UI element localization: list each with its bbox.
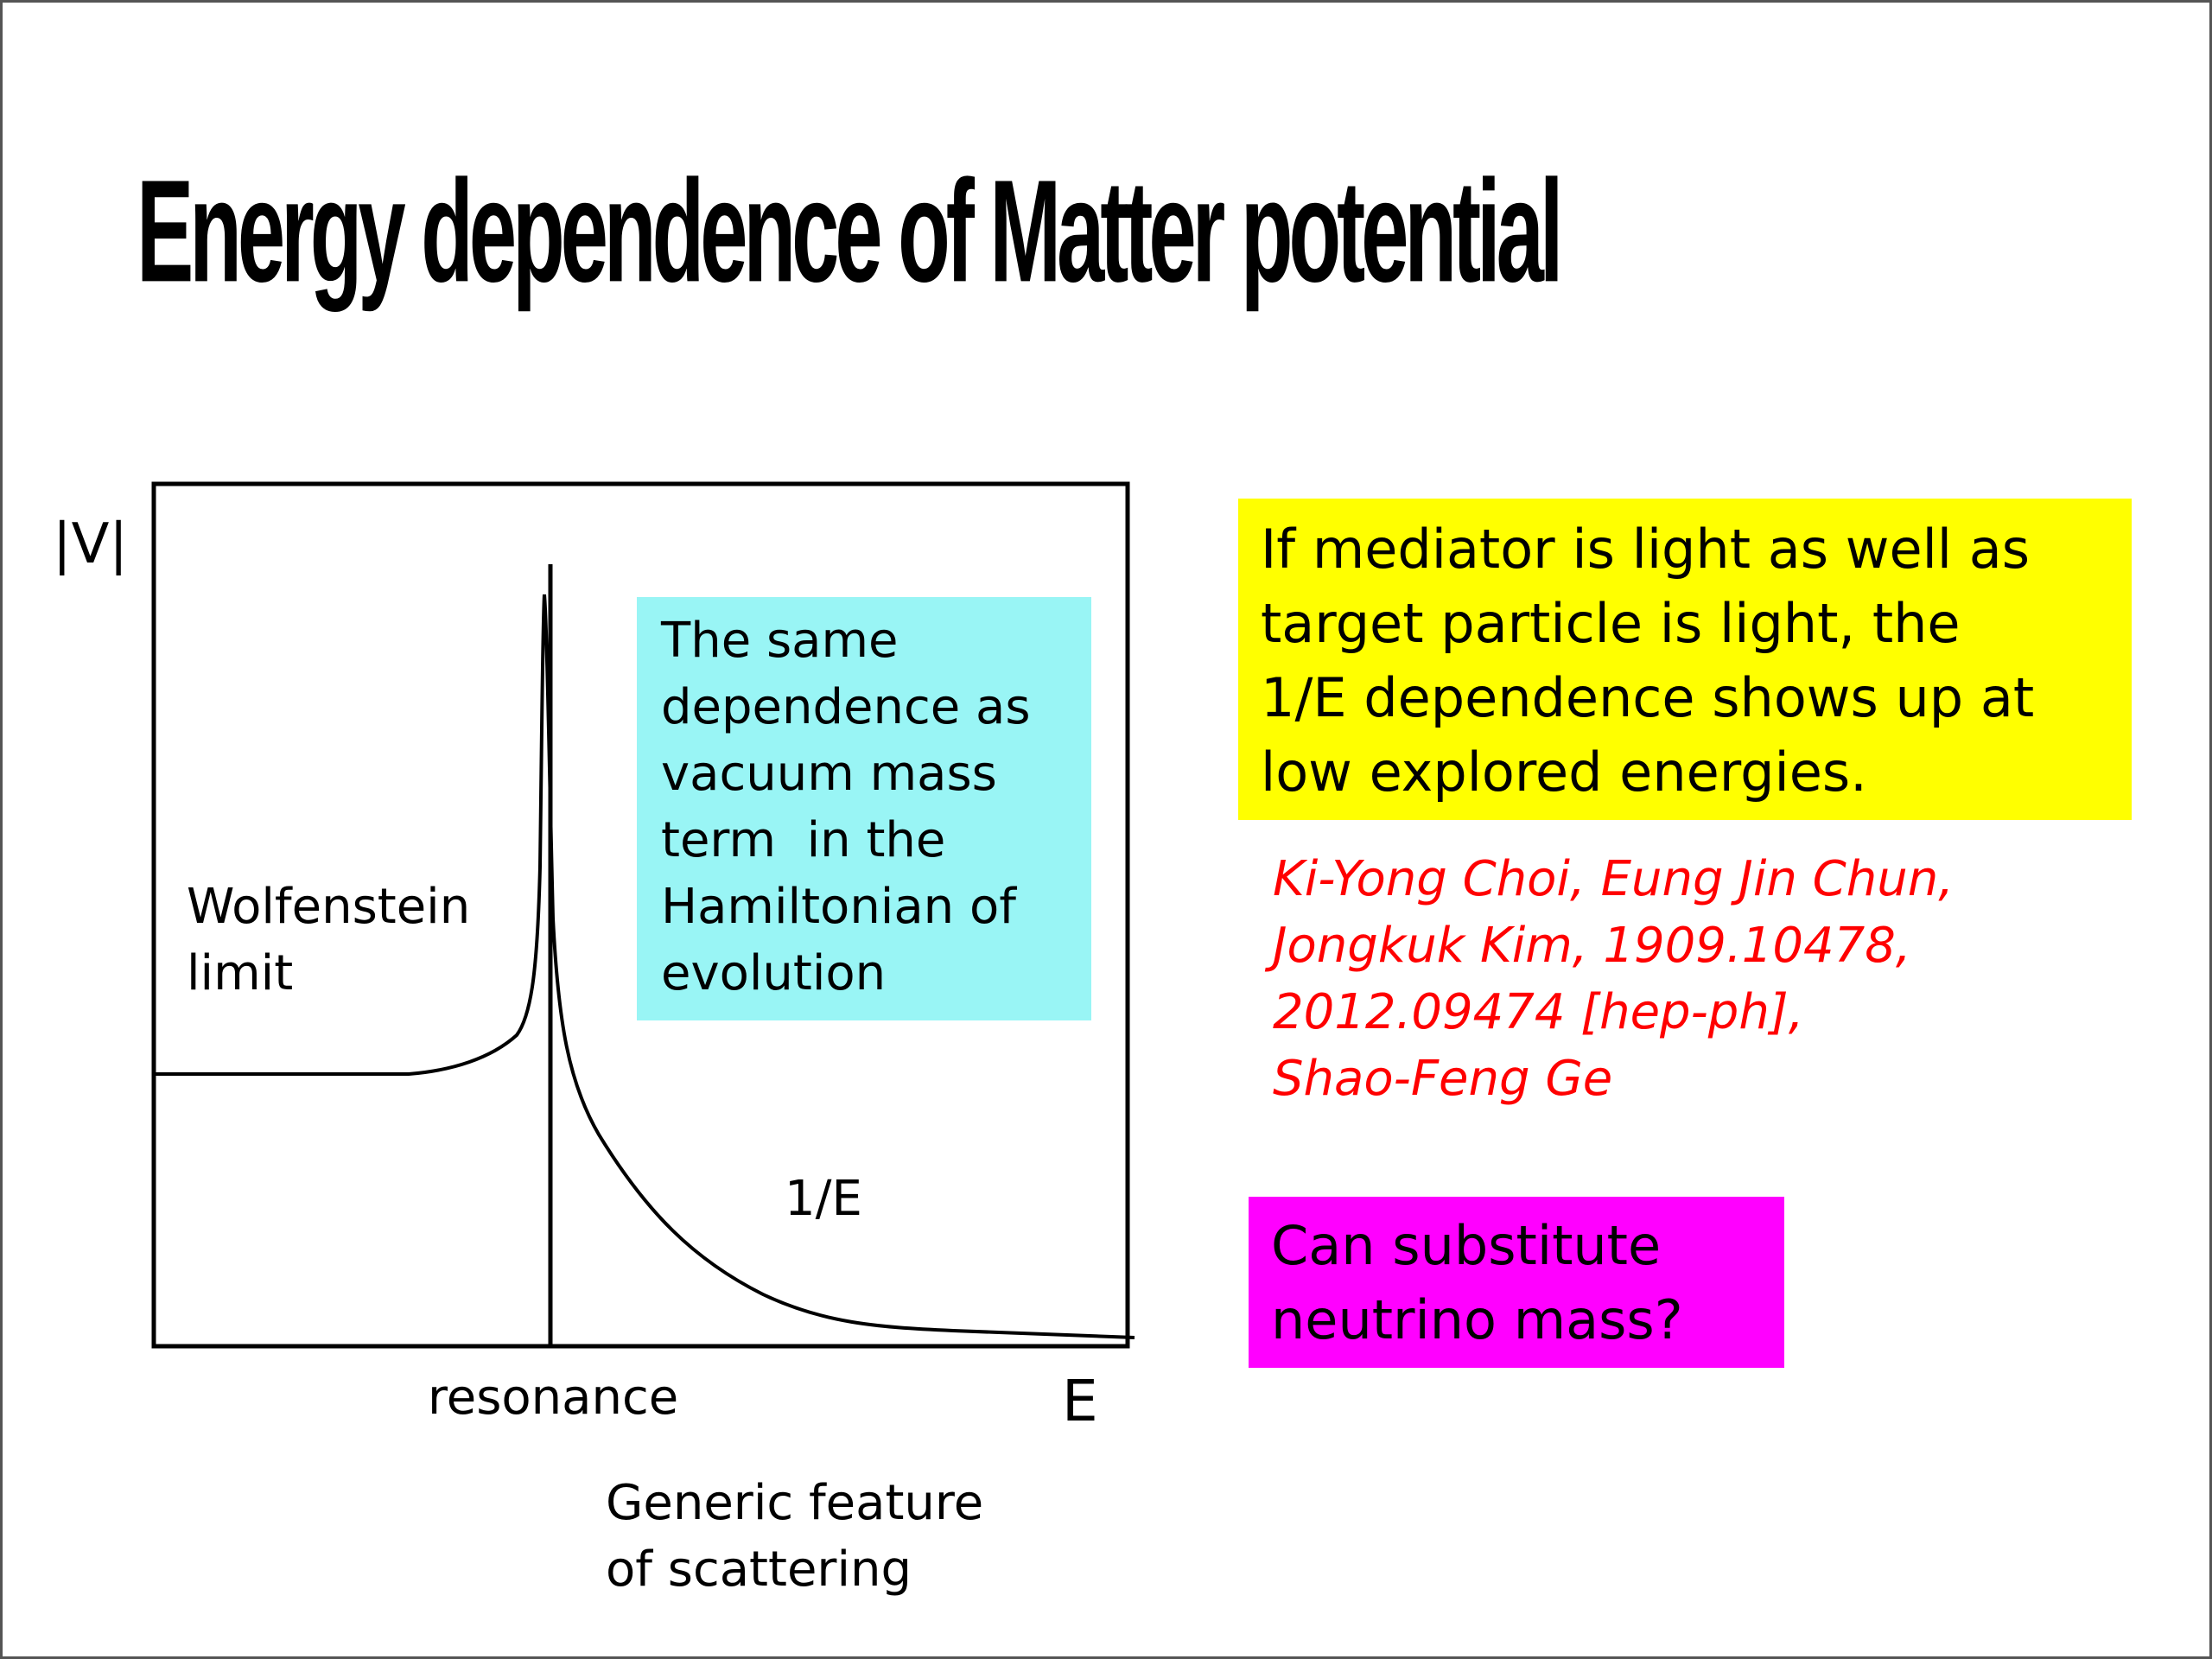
citation-line: 2012.09474 [hep-ph], — [1273, 984, 1804, 1040]
note-line: 1/E dependence shows up at — [1261, 666, 2035, 729]
note-line: neutrino mass? — [1271, 1288, 1683, 1351]
plot-frame — [151, 481, 1130, 1349]
vacuum-mass-note: The same dependence as vacuum mass term … — [637, 597, 1091, 1020]
citation-line: Shao-Feng Ge — [1273, 1051, 1613, 1107]
wolfenstein-label-line: limit — [187, 945, 294, 1001]
wolfenstein-label: Wolfenstein limit — [187, 874, 470, 1007]
potential-curve — [154, 594, 1135, 1339]
note-line: term in the — [661, 812, 946, 868]
note-line: target particle is light, the — [1261, 592, 1961, 655]
note-line: Hamiltonian of — [661, 879, 1016, 935]
note-line: dependence as — [661, 679, 1031, 735]
caption-line: Generic feature — [606, 1475, 984, 1531]
inverse-e-label: 1/E — [785, 1171, 862, 1227]
neutrino-mass-question: Can substitute neutrino mass? — [1249, 1197, 1784, 1368]
citation-line: Ki-Yong Choi, Eung Jin Chun, — [1273, 851, 1955, 907]
note-line: Can substitute — [1271, 1214, 1662, 1277]
light-mediator-note: If mediator is light as well as target p… — [1238, 499, 2132, 820]
x-axis-label: E — [1062, 1368, 1098, 1434]
note-line: low explored energies. — [1261, 741, 1867, 804]
caption-line: of scattering — [606, 1541, 912, 1598]
note-line: vacuum mass — [661, 746, 997, 802]
citation-text: Ki-Yong Choi, Eung Jin Chun, Jongkuk Kim… — [1273, 846, 1954, 1112]
resonance-label: resonance — [428, 1370, 679, 1426]
wolfenstein-label-line: Wolfenstein — [187, 879, 471, 935]
y-axis-label: |V| — [53, 512, 128, 576]
citation-line: Jongkuk Kim, 1909.10478, — [1273, 918, 1911, 974]
note-line: The same — [661, 613, 899, 669]
note-line: evolution — [661, 945, 887, 1001]
note-line: If mediator is light as well as — [1261, 518, 2031, 581]
plot-diagram — [151, 481, 1135, 1349]
diagram-caption: Generic feature of scattering — [606, 1470, 983, 1603]
